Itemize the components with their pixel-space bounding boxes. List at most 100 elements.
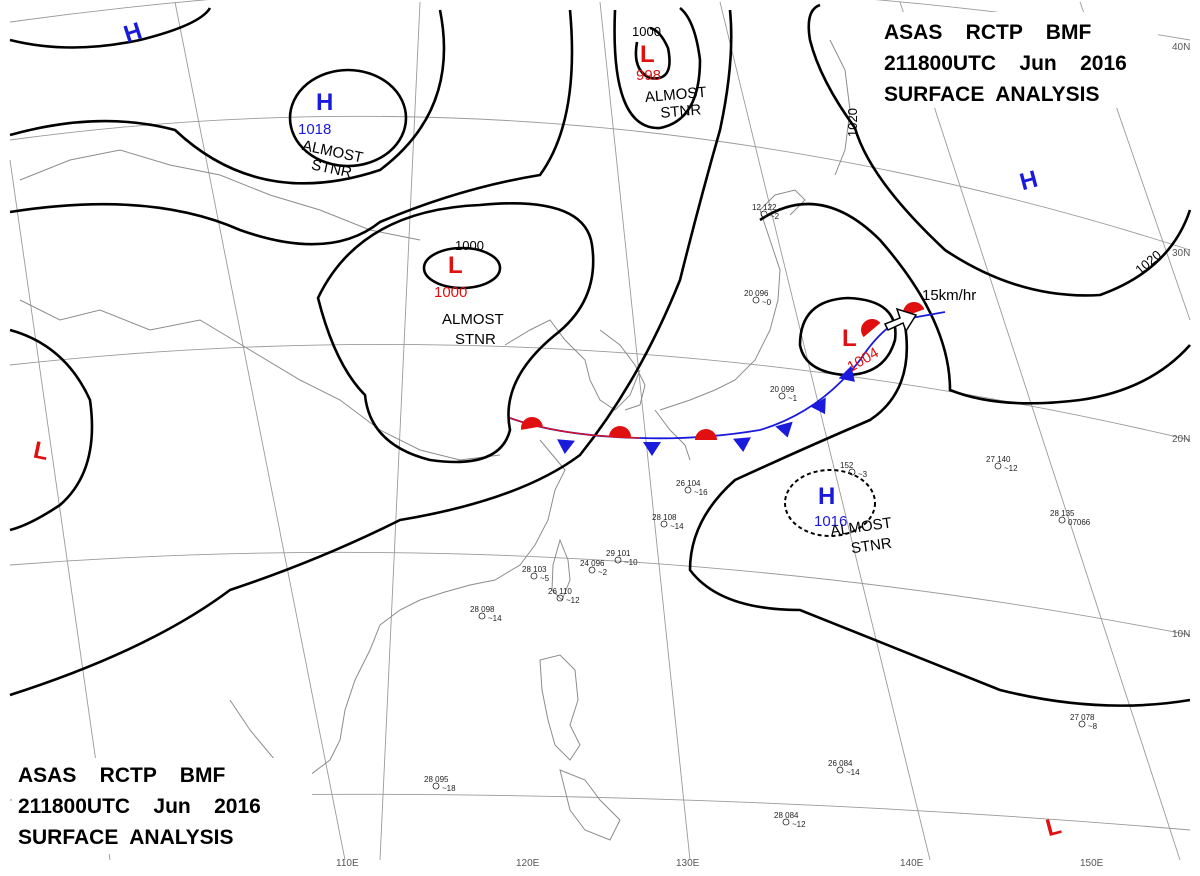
latitude-line-20n [9,343,1191,441]
isobar-pacific-high [688,324,1191,707]
kyushu [654,409,691,461]
mainland-north [19,149,421,241]
station-circle-icon [994,462,1002,470]
station-line1: 152 [840,461,854,470]
high-pressure-1018: 1018 [298,121,331,138]
latitude-line-10n [9,551,1191,636]
station-line2: ~10 [624,558,638,567]
station-circle-icon [478,612,486,620]
low-center-se: L [1043,812,1064,842]
lon-label-110e: 110E [336,858,359,869]
motion-arrow-icon [883,307,918,333]
station-line2: ~5 [540,574,550,583]
station-line2: ~2 [598,568,608,577]
station-line2: ~16 [694,488,708,497]
station-line2: ~1 [788,394,798,403]
stnr-label-low-1000: ALMOST STNR [442,311,508,348]
title-top-right-line1: ASAS RCTP BMF [884,21,1091,44]
station-plot: 28 103~5 [522,565,550,583]
high-center-pacific: H [1017,166,1041,197]
lat-label-10n: 10N [1172,629,1190,640]
cold-front-triangle-2 [733,437,751,452]
mainland-interior [19,299,501,461]
cold-front-triangle-0 [557,439,575,454]
station-plot: 28 095~18 [424,775,456,793]
station-circle-icon [432,782,440,790]
title-bottom-left-line2: 211800UTC Jun 2016 [18,795,261,818]
longitude-line-140e [719,1,931,861]
longitude-line-110e [174,1,346,861]
motion-speed-label: 15km/hr [922,287,976,304]
front-line-west [509,311,946,440]
lat-label-30n: 30N [1172,248,1190,259]
lat-label-20n: 20N [1172,434,1190,445]
title-bottom-left: ASAS RCTP BMF 211800UTC Jun 2016 SURFACE… [12,758,312,854]
stnr-line2: STNR [850,535,893,558]
station-line2: 07066 [1068,518,1091,527]
stnr-line2: STNR [660,101,702,122]
station-line1: 12 122 [752,203,777,212]
station-plot: 27 140~12 [986,455,1018,473]
station-line2: ~12 [566,596,580,605]
longitude-line-150e [899,1,1181,861]
isobar-label-1000-b: 1000 [455,238,484,253]
longitude-line-100e [9,159,111,861]
station-line2: ~14 [488,614,502,623]
stnr-line1: ALMOST [644,84,707,106]
korea-peninsula [599,329,646,411]
station-circle-icon [588,566,596,574]
station-plot: 20 096~0 [744,289,772,307]
title-bottom-left-line3: SURFACE ANALYSIS [18,826,234,849]
station-line1: 28 098 [470,605,495,614]
cold-front-triangle-3 [775,421,793,438]
title-top-right-bg [878,12,1158,108]
station-line1: 24 096 [580,559,605,568]
station-circle-icon [752,296,760,304]
isobar-1016-high-dashed [784,469,876,537]
station-line2: ~8 [1088,722,1098,731]
station-circle-icon [836,766,844,774]
station-circle-icon [848,468,856,476]
system-motion: 15km/hr [883,287,976,333]
station-line1: 27 078 [1070,713,1095,722]
station-line2: ~14 [846,768,860,777]
cold-front-marks [557,365,855,456]
station-circle-icon [1078,720,1086,728]
longitude-line-130e [599,1,691,861]
stnr-label-high-1016: ALMOST STNR [829,514,899,560]
station-line1: 28 108 [652,513,677,522]
lon-label-150e: 150E [1080,858,1104,869]
low-pressure-998: 998 [636,67,661,84]
graticule [9,0,1191,861]
station-line1: 20 099 [770,385,795,394]
station-line2: ~18 [442,784,456,793]
cold-front-triangle-5 [838,365,855,382]
station-circle-icon [614,556,622,564]
front-line-overlay [509,417,641,439]
station-line2: ~3 [858,470,868,479]
station-line1: 28 135 [1050,509,1075,518]
station-circle-icon [684,486,692,494]
low-center-1004: L [842,325,857,352]
isobar-label-1020-b: 1020 [1132,247,1164,277]
low-center-998: L [640,41,655,68]
longitude-line-120e [379,1,421,861]
station-plot: 20 099~1 [770,385,798,403]
isobar-1000-low [422,246,502,290]
isobar-1000-closed [316,202,595,464]
station-circle-icon [778,392,786,400]
stnr-line1: ALMOST [442,311,504,328]
lat-label-40n: 40N [1172,42,1190,53]
isobar-nw-high [9,7,212,49]
isobar-1004-low [798,296,897,377]
isobar-label-1020-a: 1020 [845,108,860,137]
low-center-sw: L [31,437,51,466]
warm-front-semicircle-1 [609,426,631,437]
stationary-front [509,302,946,456]
station-line1: 26 110 [548,587,572,596]
isobar-north-trough [9,9,574,246]
coastlines [19,39,851,841]
graticule-labels: 40N 30N 20N 10N 110E 120E 130E 140E 150E [336,42,1190,869]
